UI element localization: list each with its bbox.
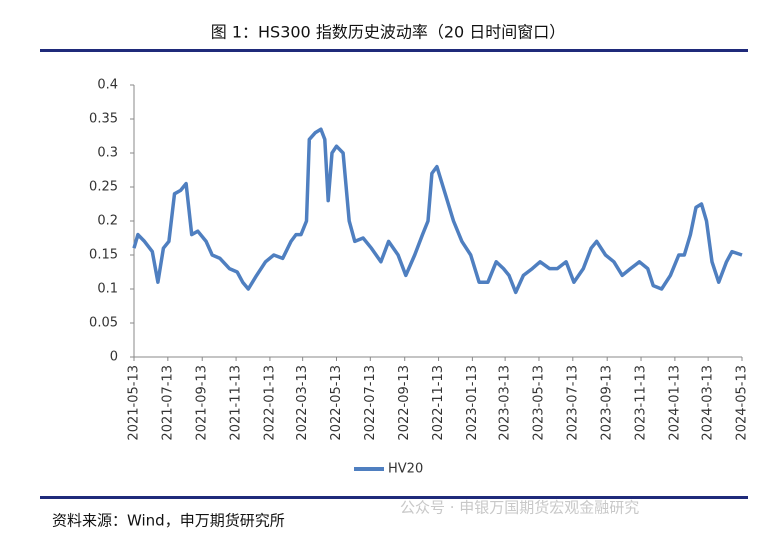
x-tick-label: 2022-01-13	[262, 365, 277, 441]
watermark: 公众号 · 申银万国期货宏观金融研究	[400, 499, 639, 517]
source: 资料来源：Wind，申万期货研究所	[52, 512, 285, 530]
legend-label: HV20	[388, 462, 423, 477]
x-tick-label: 2023-07-13	[565, 365, 580, 441]
y-tick-label: 0.3	[97, 146, 118, 161]
x-tick-label: 2024-01-13	[667, 365, 682, 441]
y-tick-label: 0.05	[89, 316, 118, 331]
x-tick-label: 2021-11-13	[229, 365, 244, 441]
y-tick-label: 0.4	[97, 78, 118, 93]
x-tick-label: 2023-11-13	[634, 365, 649, 441]
y-tick-label: 0.35	[89, 112, 118, 127]
y-tick-label: 0.25	[89, 180, 118, 195]
y-tick-label: 0.15	[89, 248, 118, 263]
y-tick-label: 0.2	[97, 214, 118, 229]
header-rule	[40, 49, 748, 52]
footer-rule	[40, 496, 748, 499]
x-tick-label: 2024-03-13	[701, 365, 716, 441]
x-tick-label: 2022-05-13	[329, 365, 344, 441]
x-tick-label: 2023-01-13	[465, 365, 480, 441]
x-tick-label: 2022-03-13	[295, 365, 310, 441]
x-tick-label: 2022-09-13	[397, 365, 412, 441]
x-tick-label: 2021-07-13	[160, 365, 175, 441]
series-line	[132, 127, 743, 295]
x-tick-label: 2022-11-13	[431, 365, 446, 441]
x-tick-label: 2023-03-13	[498, 365, 513, 441]
y-tick-label: 0.1	[97, 282, 118, 297]
x-tick-label: 2023-09-13	[600, 365, 615, 441]
x-tick-label: 2024-05-13	[735, 365, 750, 441]
chart-title: 图 1：HS300 指数历史波动率（20 日时间窗口）	[211, 23, 566, 42]
x-tick-label: 2021-05-13	[127, 365, 142, 441]
x-tick-label: 2022-07-13	[363, 365, 378, 441]
x-tick-label: 2023-05-13	[531, 365, 546, 441]
x-tick-label: 2021-09-13	[195, 365, 210, 441]
y-tick-label: 0	[110, 350, 118, 365]
